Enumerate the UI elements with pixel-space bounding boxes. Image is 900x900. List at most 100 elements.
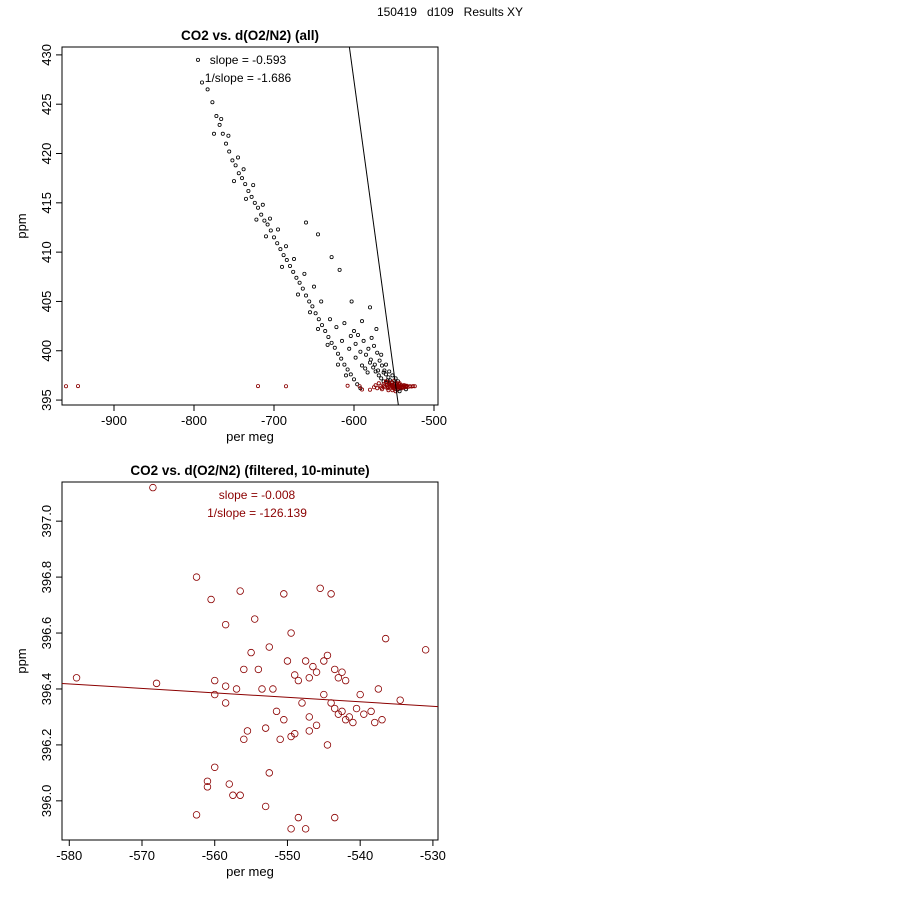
data-point bbox=[349, 299, 354, 304]
x-axis-label: per meg bbox=[226, 429, 274, 444]
data-point bbox=[221, 699, 230, 707]
data-point bbox=[302, 271, 307, 276]
data-point bbox=[295, 292, 300, 297]
y-tick-label: 400 bbox=[39, 340, 54, 362]
data-point bbox=[379, 385, 384, 390]
data-point bbox=[360, 710, 368, 718]
data-point bbox=[287, 629, 295, 637]
data-point bbox=[275, 227, 280, 232]
data-point bbox=[279, 264, 284, 269]
data-point bbox=[283, 657, 292, 665]
data-point bbox=[298, 699, 306, 707]
data-point bbox=[345, 383, 350, 388]
data-point bbox=[331, 704, 339, 713]
data-point bbox=[383, 379, 388, 384]
data-point bbox=[283, 244, 288, 249]
data-point bbox=[254, 217, 259, 222]
data-point bbox=[327, 317, 332, 322]
data-point bbox=[214, 114, 219, 119]
data-point bbox=[353, 341, 358, 346]
data-point bbox=[241, 167, 246, 172]
data-point bbox=[265, 769, 273, 777]
y-tick-label: 397.0 bbox=[39, 505, 54, 538]
data-point bbox=[211, 131, 216, 136]
data-point bbox=[229, 791, 237, 799]
plot-area bbox=[62, 483, 438, 833]
data-point bbox=[309, 662, 317, 671]
data-point bbox=[280, 716, 288, 724]
data-point bbox=[376, 373, 381, 378]
x-tick-label: -600 bbox=[341, 413, 367, 428]
data-point bbox=[371, 365, 376, 370]
data-point bbox=[315, 327, 320, 332]
data-point bbox=[236, 791, 244, 799]
data-point bbox=[231, 179, 236, 184]
data-point bbox=[338, 668, 346, 676]
data-point bbox=[381, 634, 390, 643]
data-point bbox=[342, 362, 347, 367]
data-point bbox=[379, 352, 384, 357]
x-tick-label: -500 bbox=[421, 413, 447, 428]
plot-area bbox=[64, 47, 417, 405]
data-point bbox=[280, 590, 288, 598]
data-point bbox=[226, 133, 231, 138]
data-point bbox=[149, 483, 157, 492]
y-tick-label: 396.4 bbox=[39, 673, 54, 706]
data-point bbox=[310, 304, 315, 309]
data-point bbox=[305, 674, 313, 682]
x-tick-label: -560 bbox=[202, 848, 228, 863]
data-point bbox=[341, 676, 350, 685]
slope-annotation: slope = -0.593 bbox=[210, 53, 287, 67]
data-point bbox=[391, 378, 396, 383]
data-point bbox=[395, 384, 400, 389]
data-point bbox=[294, 676, 303, 685]
data-point bbox=[367, 387, 372, 392]
data-point bbox=[265, 222, 270, 227]
data-point bbox=[371, 718, 379, 727]
data-point bbox=[377, 358, 382, 363]
data-point bbox=[323, 651, 332, 660]
data-point bbox=[303, 293, 308, 298]
data-point bbox=[396, 696, 404, 704]
data-point bbox=[192, 573, 201, 581]
data-point bbox=[412, 384, 417, 389]
data-point bbox=[383, 372, 388, 377]
data-point bbox=[265, 643, 273, 651]
data-point bbox=[355, 382, 360, 387]
data-point bbox=[263, 234, 268, 239]
data-point bbox=[303, 220, 308, 225]
data-point bbox=[281, 253, 286, 258]
data-point bbox=[261, 802, 270, 811]
data-point bbox=[319, 299, 324, 304]
data-point bbox=[272, 707, 281, 716]
data-point bbox=[211, 763, 219, 771]
data-point bbox=[152, 679, 161, 688]
data-point bbox=[221, 620, 230, 629]
data-point bbox=[371, 343, 376, 348]
data-point bbox=[294, 813, 303, 822]
data-point bbox=[199, 80, 204, 85]
regression-line bbox=[348, 47, 399, 405]
data-point bbox=[367, 305, 372, 310]
chart-panel-filtered-10-minute: CO2 vs. d(O2/N2) (filtered, 10-minute) -5… bbox=[14, 463, 446, 879]
data-point bbox=[301, 657, 310, 665]
data-point bbox=[349, 718, 357, 727]
data-point bbox=[355, 332, 360, 337]
data-point bbox=[287, 825, 295, 833]
data-point bbox=[294, 275, 299, 280]
data-point bbox=[319, 323, 324, 328]
data-point bbox=[205, 87, 210, 92]
data-point bbox=[251, 615, 259, 623]
data-point bbox=[320, 690, 328, 699]
data-point bbox=[221, 682, 230, 690]
y-tick-label: 405 bbox=[39, 291, 54, 313]
regression-line bbox=[62, 682, 438, 708]
data-point bbox=[375, 386, 380, 391]
data-point bbox=[300, 286, 305, 291]
data-point bbox=[275, 241, 280, 246]
data-point bbox=[287, 263, 292, 268]
data-point bbox=[249, 194, 254, 199]
data-point bbox=[223, 141, 228, 146]
data-point bbox=[233, 163, 238, 168]
data-point bbox=[320, 657, 328, 665]
